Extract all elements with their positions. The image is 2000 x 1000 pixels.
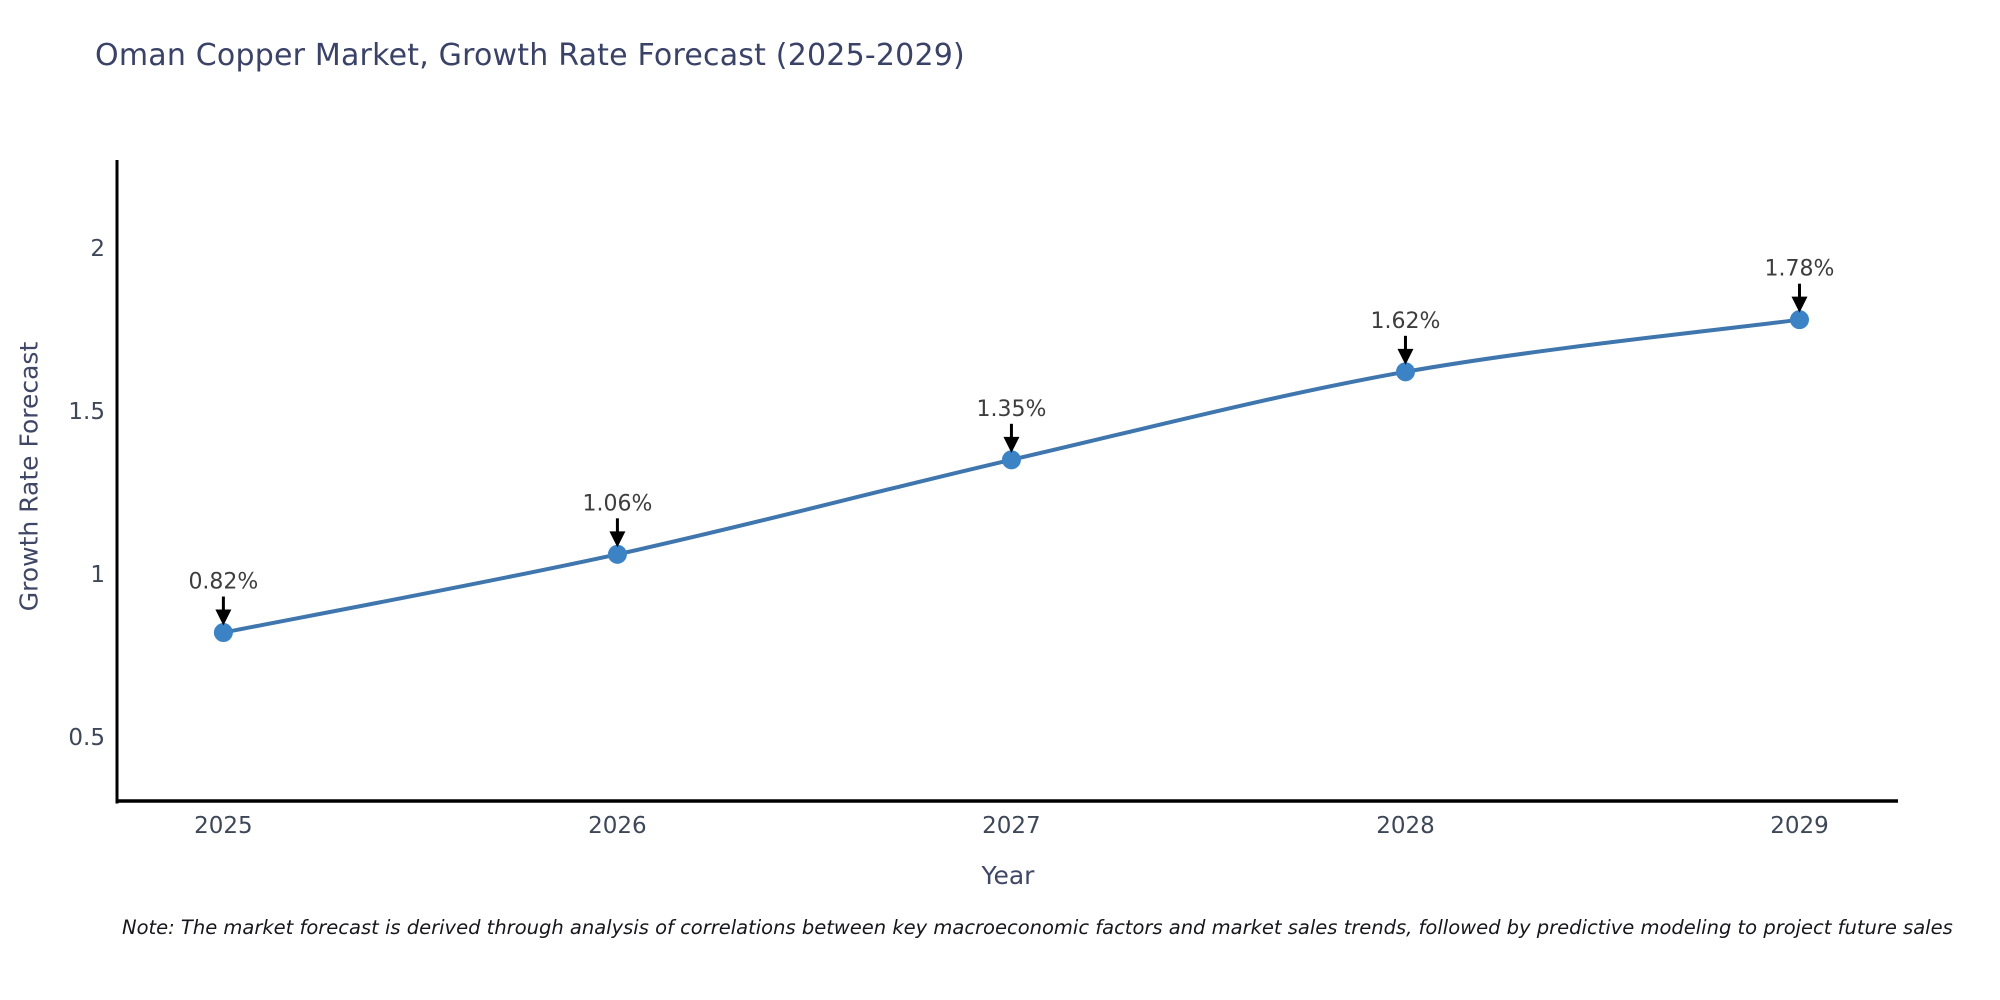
x-tick-label: 2025 — [194, 813, 253, 839]
chart-title: Oman Copper Market, Growth Rate Forecast… — [95, 38, 965, 73]
data-point-marker — [1001, 450, 1021, 470]
data-point-value-label: 1.62% — [1371, 309, 1441, 334]
annotation-arrowhead-icon — [1791, 296, 1808, 313]
forecast-line-series — [221, 317, 1802, 635]
y-tick-label: 0.5 — [68, 725, 105, 751]
x-tick-label: 2027 — [982, 813, 1041, 839]
annotation-arrowhead-icon — [215, 609, 232, 626]
data-point-marker — [607, 544, 627, 564]
x-tick-label: 2029 — [1770, 813, 1829, 839]
x-tick-label: 2026 — [588, 813, 647, 839]
x-axis-title: Year — [981, 861, 1035, 890]
data-point-value-label: 1.78% — [1765, 257, 1835, 282]
y-tick-label: 2 — [90, 236, 105, 262]
data-point-marker — [1395, 362, 1415, 382]
annotation-arrowhead-icon — [1003, 436, 1020, 453]
data-point-value-label: 1.06% — [582, 491, 652, 516]
y-tick-label: 1.5 — [68, 399, 105, 425]
x-tick-label: 2028 — [1376, 813, 1435, 839]
data-point-marker — [1789, 310, 1809, 330]
data-point-value-label: 0.82% — [188, 570, 258, 595]
data-point-marker — [213, 623, 233, 643]
annotation-arrowhead-icon — [609, 531, 626, 548]
annotation-arrowhead-icon — [1397, 348, 1414, 365]
data-point-value-label: 1.35% — [976, 397, 1046, 422]
chart-footnote: Note: The market forecast is derived thr… — [122, 916, 1953, 939]
y-tick-label: 1 — [90, 562, 105, 588]
